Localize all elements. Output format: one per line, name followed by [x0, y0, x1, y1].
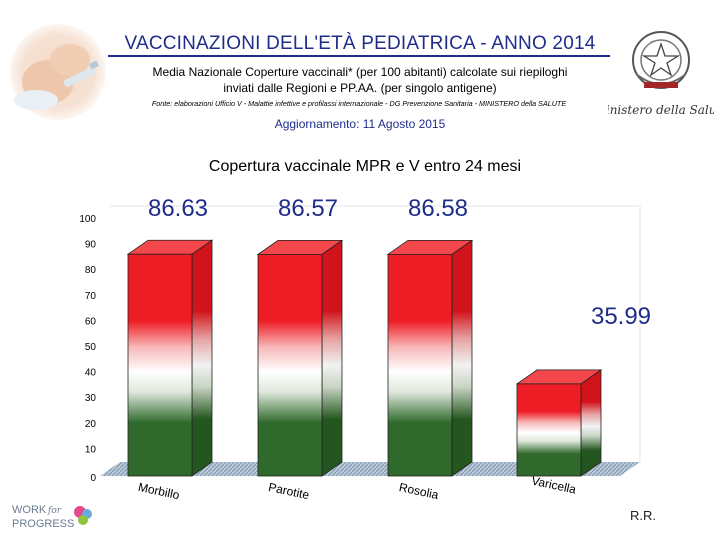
value-label-varicella: 35.99 [591, 303, 651, 330]
work-logo-word-2: for [47, 506, 62, 516]
bar-front-face [127, 253, 193, 477]
ministry-name: Ministero della Salute [608, 103, 714, 117]
category-label-parotite: Parotite [267, 480, 311, 502]
work-logo-word-3: PROGRESS [12, 518, 74, 530]
baby-vaccination-photo [10, 24, 106, 120]
subtitle-line-1: Media Nazionale Coperture vaccinali* (pe… [152, 65, 568, 79]
title-underline [108, 55, 610, 57]
subtitle: Media Nazionale Coperture vaccinali* (pe… [120, 64, 600, 96]
y-tick-label: 90 [85, 240, 97, 251]
source-note: Fonte: elaborazioni Ufficio V - Malattie… [151, 99, 567, 108]
bar-varicella [515, 369, 603, 477]
coverage-bar-chart: 0 10 20 30 40 50 60 70 80 90 100 86.63 86.57 86.58 35… [79, 195, 651, 503]
page-title: VACCINAZIONI DELL'ETÀ PEDIATRICA - ANNO … [124, 33, 596, 54]
y-tick-label: 60 [85, 316, 97, 327]
update-date: Aggiornamento: 11 Agosto 2015 [274, 117, 446, 131]
value-labels: 86.63 86.57 86.58 35.99 [148, 195, 651, 330]
y-tick-label: 50 [85, 342, 97, 353]
bar-front-face [257, 253, 323, 477]
bar-front-face [516, 383, 582, 477]
bar-morbillo [126, 239, 214, 477]
y-axis-ticks: 0 10 20 30 40 50 60 70 80 90 100 [79, 214, 96, 484]
y-tick-label: 0 [90, 473, 96, 484]
work-logo-word-1: WORK [12, 504, 47, 516]
author-credit: R.R. [630, 508, 656, 523]
chart-floor [100, 462, 640, 476]
back-wall-edge [110, 205, 641, 462]
floor-plane [100, 462, 640, 476]
y-tick-label: 30 [85, 393, 97, 404]
bar-side-face [321, 239, 343, 477]
bar-rosolia [386, 239, 474, 477]
y-tick-label: 70 [85, 291, 97, 302]
chart-title: Copertura vaccinale MPR e V entro 24 mes… [208, 158, 522, 175]
y-tick-label: 100 [79, 214, 96, 225]
value-label-morbillo: 86.63 [148, 195, 208, 222]
bar-side-face [191, 239, 213, 477]
y-tick-label: 40 [85, 368, 97, 379]
y-tick-label: 10 [85, 444, 97, 455]
value-label-parotite: 86.57 [278, 195, 338, 222]
bar-front-face [387, 253, 453, 477]
subtitle-line-2: inviati dalle Regioni e PP.AA. (per sing… [223, 81, 497, 95]
work-for-progress-logo: WORK for PROGRESS [12, 504, 92, 530]
category-labels: Morbillo Parotite Rosolia Varicella [137, 474, 578, 503]
category-label-varicella: Varicella [530, 474, 577, 497]
y-tick-label: 80 [85, 265, 97, 276]
value-label-rosolia: 86.58 [408, 195, 468, 222]
chart-back-wall [110, 205, 641, 462]
bar-parotite [256, 239, 344, 477]
bars [126, 239, 603, 477]
category-label-morbillo: Morbillo [137, 480, 181, 502]
y-tick-label: 20 [85, 419, 97, 430]
ministry-emblem: Ministero della Salute [608, 31, 714, 117]
bar-side-face [451, 239, 473, 477]
category-label-rosolia: Rosolia [398, 480, 440, 502]
bar-side-face [580, 369, 602, 477]
